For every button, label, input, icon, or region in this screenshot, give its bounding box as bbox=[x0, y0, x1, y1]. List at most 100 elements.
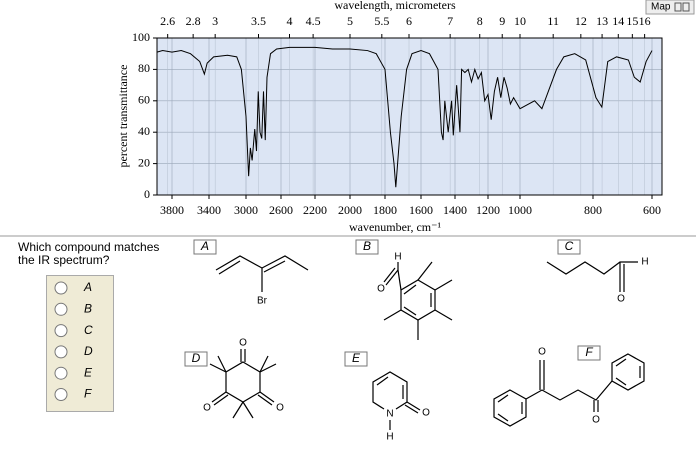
question-text: Which compound matches the IR spectrum? bbox=[18, 240, 160, 267]
ring bbox=[611, 353, 645, 391]
atom: N bbox=[386, 409, 393, 420]
option-label[interactable]: A bbox=[83, 280, 92, 294]
ring bbox=[372, 371, 408, 410]
atom: O bbox=[239, 338, 247, 349]
bond bbox=[404, 404, 419, 414]
structure-label: A bbox=[200, 239, 209, 253]
top-tick-label: 8 bbox=[477, 14, 483, 28]
y-tick-label: 80 bbox=[138, 61, 150, 75]
top-tick-label: 12 bbox=[575, 14, 587, 28]
atom: H bbox=[386, 432, 393, 443]
top-tick-label: 3 bbox=[212, 14, 218, 28]
x-tick-label: 1400 bbox=[443, 203, 467, 217]
bond bbox=[615, 377, 627, 386]
bond bbox=[497, 394, 509, 403]
x-tick-label: 1800 bbox=[373, 203, 397, 217]
bond bbox=[242, 401, 254, 419]
radio-button[interactable] bbox=[54, 345, 68, 359]
x-tick-label: 3400 bbox=[197, 203, 221, 217]
structure-label-box bbox=[344, 351, 368, 367]
top-tick-label: 11 bbox=[547, 14, 559, 28]
top-tick-label: 5 bbox=[347, 14, 353, 28]
x-tick-label: 1600 bbox=[409, 203, 433, 217]
atom: O bbox=[617, 294, 625, 305]
x-tick-label: 2600 bbox=[269, 203, 293, 217]
structure-label: B bbox=[363, 239, 371, 253]
bond bbox=[397, 269, 402, 291]
ring bbox=[493, 389, 527, 427]
atom: O bbox=[538, 347, 546, 358]
y-tick-label: 40 bbox=[138, 124, 150, 138]
bond bbox=[434, 279, 453, 291]
structure-label-box bbox=[557, 239, 581, 255]
structure-label: E bbox=[352, 351, 361, 365]
atom: Br bbox=[257, 296, 268, 307]
atom: O bbox=[276, 403, 284, 414]
structures: A Br B H O C H O D bbox=[184, 239, 649, 443]
bond bbox=[259, 391, 275, 403]
option-label[interactable]: D bbox=[84, 344, 93, 358]
spectrum-line bbox=[156, 46, 653, 188]
bond bbox=[263, 260, 286, 273]
bond bbox=[403, 284, 417, 295]
map-button[interactable]: Map bbox=[645, 0, 695, 15]
bond bbox=[259, 355, 269, 373]
y-tick-label: 20 bbox=[138, 155, 150, 169]
radio-button[interactable] bbox=[54, 324, 68, 338]
option-label[interactable]: E bbox=[84, 365, 93, 379]
bond bbox=[497, 413, 509, 422]
atom: H bbox=[641, 257, 648, 268]
top-tick-label: 10 bbox=[514, 14, 526, 28]
option-label[interactable]: B bbox=[84, 301, 92, 315]
x-tick-label: 3800 bbox=[160, 203, 184, 217]
ring bbox=[225, 361, 261, 403]
bond bbox=[209, 363, 227, 373]
y-tick-label: 60 bbox=[138, 93, 150, 107]
structure-label-box bbox=[184, 351, 208, 367]
top-tick-label: 14 bbox=[612, 14, 624, 28]
top-tick-label: 15 bbox=[626, 14, 638, 28]
y-tick-label: 100 bbox=[132, 30, 150, 44]
structure-label: C bbox=[565, 239, 574, 253]
radio-button[interactable] bbox=[54, 302, 68, 316]
bond bbox=[218, 260, 241, 275]
atom: O bbox=[422, 408, 430, 419]
option-label[interactable]: F bbox=[84, 387, 92, 401]
x-tick-label: 3000 bbox=[234, 203, 258, 217]
y-axis-title: percent transmittance bbox=[116, 65, 130, 168]
top-tick-label: 2.8 bbox=[186, 14, 201, 28]
x-tick-label: 800 bbox=[584, 203, 602, 217]
structure-label: D bbox=[192, 351, 201, 365]
atom: O bbox=[377, 284, 385, 295]
top-tick-label: 5.5 bbox=[374, 14, 389, 28]
radio-button[interactable] bbox=[54, 388, 68, 401]
bond bbox=[546, 261, 638, 275]
bond bbox=[403, 306, 417, 316]
bond bbox=[211, 391, 227, 403]
bond bbox=[376, 376, 389, 386]
atom: O bbox=[203, 403, 211, 414]
bond bbox=[232, 401, 244, 419]
map-button-text[interactable]: Map bbox=[651, 2, 671, 13]
bond bbox=[417, 261, 433, 281]
plot-area bbox=[157, 38, 662, 195]
radio-button[interactable] bbox=[54, 281, 68, 295]
top-tick-label: 4 bbox=[287, 14, 293, 28]
atom: O bbox=[592, 415, 600, 426]
structure-label-box bbox=[577, 345, 601, 361]
radio-button[interactable] bbox=[54, 366, 68, 380]
bond bbox=[615, 358, 627, 367]
top-tick-label: 2.6 bbox=[160, 14, 175, 28]
bond bbox=[406, 401, 421, 411]
map-button-box[interactable] bbox=[645, 0, 695, 15]
structure-label: F bbox=[585, 345, 593, 359]
y-tick-label: 0 bbox=[144, 187, 150, 201]
bond bbox=[385, 269, 399, 286]
structure-label-box bbox=[355, 239, 379, 255]
option-label[interactable]: C bbox=[84, 323, 93, 337]
bond bbox=[217, 355, 227, 373]
ring bbox=[400, 279, 436, 321]
top-tick-label: 7 bbox=[447, 14, 453, 28]
